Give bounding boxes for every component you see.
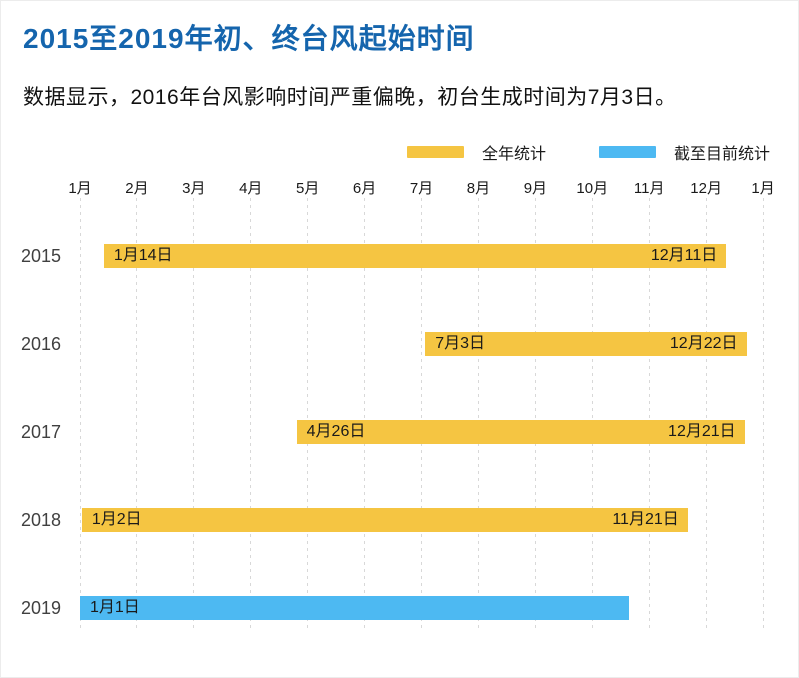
- month-axis-label: 6月: [352, 180, 377, 197]
- month-axis-label: 9月: [523, 180, 548, 197]
- bar-start-date: 4月26日: [306, 423, 366, 440]
- year-label: 2017: [20, 422, 61, 442]
- vertical-gridline: [136, 198, 138, 628]
- year-label: 2016: [20, 334, 61, 354]
- legend-swatch-full_year: [407, 146, 464, 158]
- year-label: 2018: [20, 510, 61, 530]
- gantt-bar-2018: 1月2日 11月21日: [81, 508, 688, 532]
- month-axis-label: 3月: [182, 180, 206, 197]
- month-axis-label: 1月: [751, 180, 775, 197]
- vertical-gridline: [762, 198, 764, 628]
- month-axis-label: 7月: [409, 180, 434, 197]
- gantt-bar-2019: 1月1日: [80, 596, 629, 620]
- vertical-gridline: [534, 198, 536, 628]
- bar-start-date: 1月2日: [91, 511, 142, 528]
- vertical-gridline: [307, 198, 309, 628]
- vertical-gridline: [364, 198, 366, 628]
- legend-label: 全年统计: [482, 146, 547, 163]
- year-label: 2019: [20, 598, 61, 618]
- gantt-bar-2017: 4月26日 12月21日: [296, 420, 745, 444]
- legend-item: 截至目前统计: [599, 140, 770, 164]
- month-axis-label: 4月: [239, 180, 263, 197]
- year-label: 2015: [20, 246, 61, 266]
- month-axis-label: 1月: [68, 180, 92, 197]
- bar-start-date: 1月14日: [113, 247, 173, 264]
- legend-swatch-to_date: [599, 146, 656, 158]
- vertical-gridline: [591, 198, 593, 628]
- month-axis-label: 5月: [296, 180, 320, 197]
- gantt-bar-2015: 1月14日 12月11日: [103, 244, 727, 268]
- vertical-gridline: [705, 198, 707, 628]
- legend-item: 全年统计: [407, 140, 546, 164]
- month-axis-label: 12月: [690, 180, 722, 197]
- vertical-gridline: [79, 198, 81, 628]
- vertical-gridline: [193, 198, 195, 628]
- month-axis-label: 2月: [125, 180, 149, 197]
- vertical-gridline: [648, 198, 650, 628]
- bar-end-date: 11月21日: [612, 511, 679, 528]
- bar-start-date: 1月1日: [90, 599, 140, 616]
- bar-end-date: 12月21日: [668, 423, 736, 440]
- gantt-bar-2016: 7月3日 12月22日: [425, 332, 747, 356]
- bar-start-date: 7月3日: [435, 335, 485, 352]
- month-axis-label: 10月: [576, 180, 609, 197]
- vertical-gridline: [250, 198, 252, 628]
- month-axis-label: 8月: [466, 180, 491, 197]
- month-axis-label: 11月: [633, 180, 665, 197]
- bar-end-date: 12月22日: [669, 335, 738, 352]
- legend-label: 截至目前统计: [674, 146, 771, 163]
- page-title: 2015至2019年初、终台风起始时间: [23, 23, 475, 54]
- vertical-gridline: [421, 198, 423, 628]
- vertical-gridline: [477, 198, 479, 628]
- chart-subtitle: 数据显示，2016年台风影响时间严重偏晚，初台生成时间为7月3日。: [23, 86, 677, 109]
- bar-end-date: 12月11日: [650, 247, 718, 264]
